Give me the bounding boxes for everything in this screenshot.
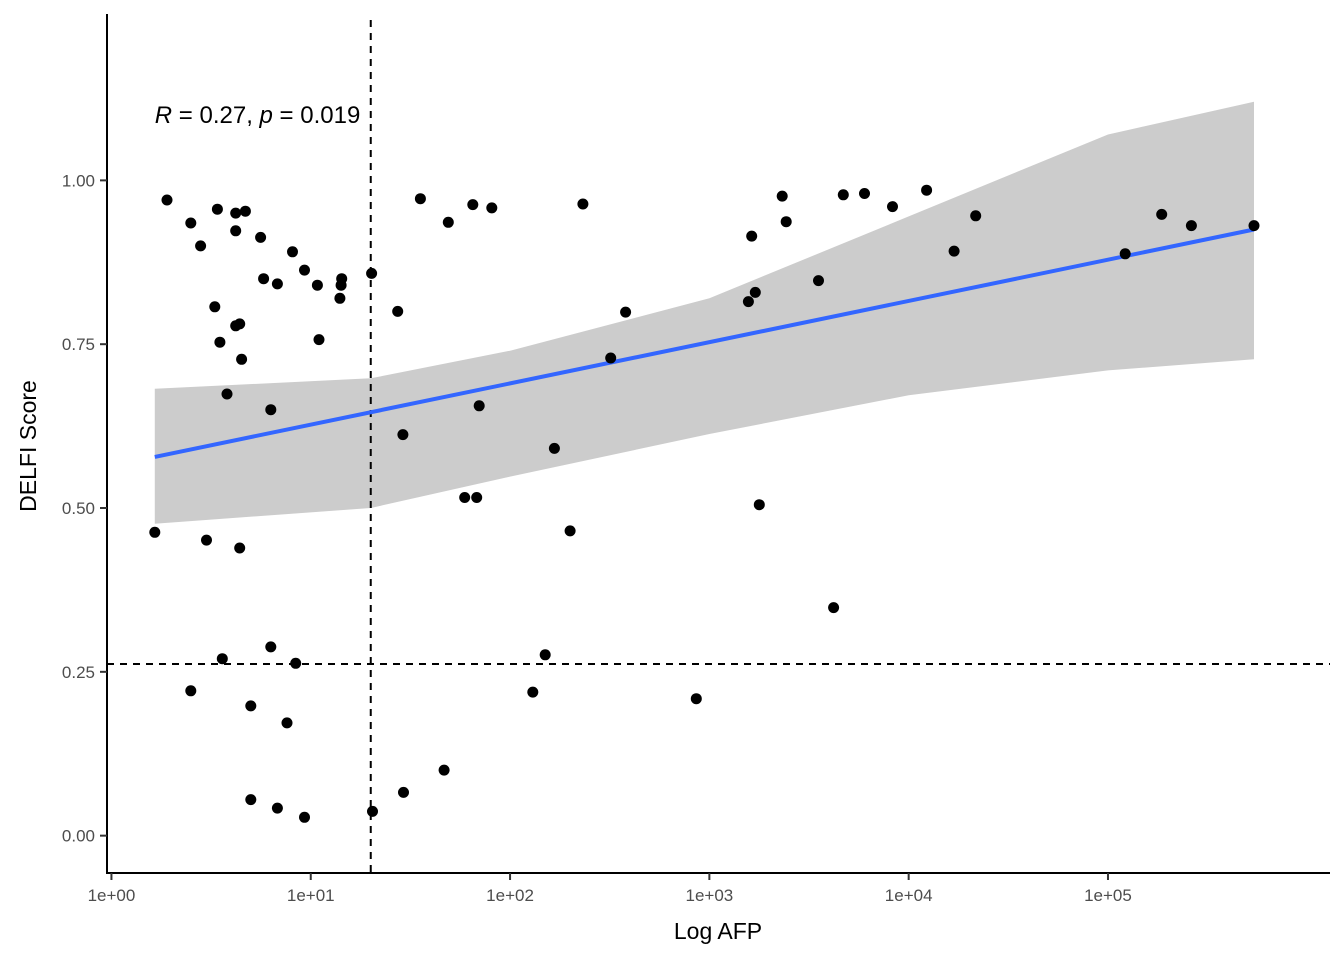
data-point [1156, 208, 1168, 220]
data-point [749, 286, 761, 298]
data-point [216, 653, 228, 665]
data-point [548, 442, 560, 454]
data-point [471, 492, 483, 503]
data-point [392, 305, 404, 317]
x-tick-label: 1e+02 [486, 886, 534, 905]
data-point [161, 194, 173, 206]
data-point [742, 296, 754, 308]
confidence-band-layer [154, 101, 1254, 524]
data-point [255, 231, 267, 243]
data-point [299, 811, 310, 823]
x-tick-label: 1e+04 [885, 886, 933, 905]
data-point [245, 794, 257, 806]
data-point [813, 275, 824, 287]
data-point [271, 802, 283, 814]
data-point [776, 190, 788, 202]
correlation-annotation: R = 0.27, p = 0.019 [155, 102, 361, 129]
data-point [948, 245, 960, 257]
data-point [258, 273, 270, 285]
data-point [367, 805, 378, 817]
points-layer [149, 184, 1260, 823]
data-point [459, 492, 471, 503]
data-point [577, 198, 589, 210]
data-point [921, 184, 933, 196]
data-point [221, 388, 233, 400]
reference-lines-layer [107, 20, 1330, 873]
data-point [467, 199, 479, 211]
data-point [230, 207, 242, 219]
data-point [1185, 220, 1197, 232]
data-point [211, 203, 223, 215]
data-point [605, 352, 617, 364]
y-tick-label: 0.25 [62, 663, 95, 682]
y-tick-label: 0.00 [62, 827, 95, 846]
data-point [442, 216, 454, 228]
data-point [1119, 248, 1131, 260]
data-point [780, 216, 792, 228]
confidence-band [154, 101, 1254, 524]
data-point [234, 542, 246, 554]
data-point [311, 279, 323, 291]
data-point [828, 602, 840, 614]
data-point [527, 686, 539, 698]
x-axis-title: Log AFP [674, 918, 762, 944]
data-point [486, 202, 498, 214]
data-point [539, 649, 551, 661]
data-point [438, 764, 450, 776]
data-point [397, 429, 409, 441]
data-point [281, 717, 293, 729]
data-point [230, 225, 242, 237]
x-tick-label: 1e+01 [287, 886, 335, 905]
data-point [239, 205, 251, 217]
data-point [414, 193, 426, 205]
data-point [398, 786, 409, 798]
data-point [753, 499, 765, 511]
data-point [366, 267, 378, 279]
data-point [201, 534, 212, 546]
p-label: p [259, 102, 273, 129]
data-point [287, 246, 298, 258]
data-point [209, 301, 221, 313]
data-point [265, 404, 277, 416]
data-point [620, 306, 632, 318]
data-point [970, 210, 982, 222]
data-point [859, 188, 870, 199]
data-point [290, 657, 302, 669]
x-tick-label: 1e+03 [685, 886, 733, 905]
data-point [149, 526, 161, 538]
data-point [473, 400, 485, 412]
p-value: = 0.019 [273, 102, 360, 129]
data-point [746, 230, 758, 242]
r-label: R [155, 102, 172, 129]
data-point [195, 240, 207, 252]
regression-layer [154, 227, 1255, 459]
data-point [245, 700, 257, 712]
y-tick-label: 0.75 [62, 335, 95, 354]
y-axis-title: DELFI Score [15, 380, 41, 512]
data-point [334, 292, 346, 304]
data-point [336, 273, 348, 285]
axes-layer: 0.00 0.25 0.50 0.75 1.00 1e+00 1e+01 1e+02 1e+03… [62, 14, 1330, 905]
y-tick-label: 1.00 [62, 171, 95, 190]
data-point [214, 336, 226, 348]
data-point [564, 525, 576, 537]
r-value: = 0.27, [172, 102, 259, 129]
x-tick-label: 1e+05 [1084, 886, 1132, 905]
y-tick-label: 0.50 [62, 499, 95, 518]
data-point [265, 641, 277, 653]
x-tick-label: 1e+00 [88, 886, 136, 905]
data-point [234, 318, 246, 330]
data-point [271, 278, 283, 290]
regression-line [154, 227, 1255, 459]
data-point [313, 334, 325, 346]
data-point [1248, 220, 1260, 232]
data-point [236, 353, 248, 365]
data-point [299, 264, 310, 276]
data-point [185, 685, 197, 697]
data-point [887, 201, 898, 213]
data-point [837, 189, 849, 201]
data-point [690, 693, 702, 705]
data-point [185, 217, 197, 229]
